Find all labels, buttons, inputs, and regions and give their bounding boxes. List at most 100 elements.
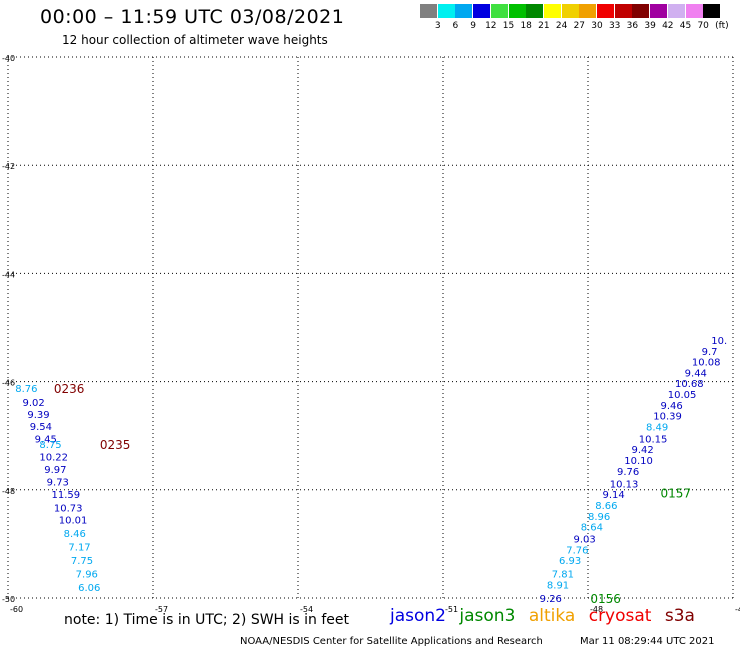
wave-height-value: 6.93 [559, 556, 581, 567]
satellite-legend: jason2 jason3 altika cryosat s3a [390, 606, 703, 626]
wave-height-value: 9.42 [632, 445, 654, 456]
colorbar-label: 45 [679, 21, 692, 31]
colorbar-label: 27 [573, 21, 586, 31]
colorbar-swatch [667, 4, 685, 18]
colorbar-swatch [579, 4, 597, 18]
lat-label: -44 [2, 270, 15, 279]
colorbar-swatch [490, 4, 508, 18]
wave-height-value: 8.66 [595, 501, 617, 512]
legend-cryosat: cryosat [588, 606, 652, 626]
wave-height-value: 10.39 [653, 412, 682, 423]
wave-height-value: 9.46 [661, 401, 683, 412]
colorbar-label: 39 [644, 21, 656, 31]
lat-label: -48 [2, 487, 15, 496]
wave-height-value: 10.01 [59, 516, 88, 527]
wave-height-value: 10.08 [692, 358, 721, 369]
wave-height-value: 9.7 [702, 347, 718, 358]
wave-height-value: 7.96 [76, 570, 98, 581]
footer-timestamp: Mar 11 08:29:44 UTC 2021 [580, 636, 715, 647]
wave-height-value: 7.17 [68, 543, 90, 554]
colorbar-swatch [543, 4, 561, 18]
wave-height-value: 10. [711, 336, 727, 347]
wave-height-value: 8.76 [15, 384, 37, 395]
legend-jason3: jason3 [459, 606, 516, 626]
wave-height-value: 10.10 [624, 456, 653, 467]
wave-height-value: 8.49 [646, 423, 668, 434]
wave-height-value: 9.45 [35, 434, 57, 445]
lon-label: -45 [735, 605, 740, 614]
wave-height-value: 8.64 [581, 523, 603, 534]
legend-jason2: jason2 [390, 606, 446, 626]
lon-label: -54 [300, 605, 313, 614]
pass-time-label: 0236 [54, 382, 85, 396]
lon-label: -60 [10, 605, 23, 614]
colorbar-label: 24 [555, 21, 568, 31]
colorbar-label: 12 [485, 21, 497, 31]
pass-time-label: 0156 [590, 592, 621, 606]
colorbar-swatch [508, 4, 526, 18]
colorbar-swatch [632, 4, 650, 18]
map-title: 00:00 – 11:59 UTC 03/08/2021 [40, 6, 345, 28]
map-subtitle: 12 hour collection of altimeter wave hei… [62, 33, 328, 47]
lon-label: -48 [590, 605, 603, 614]
colorbar-label: 33 [608, 21, 621, 31]
wave-height-value: 6.06 [78, 583, 100, 594]
colorbar-unit: (ft) [715, 21, 729, 31]
colorbar-label: 36 [626, 21, 639, 31]
colorbar-label: 9 [470, 21, 476, 31]
lat-label: -46 [2, 379, 15, 388]
colorbar-swatch [685, 4, 703, 18]
wave-height-value: 9.73 [47, 478, 69, 489]
wave-height-value: 9.26 [540, 594, 562, 605]
wave-height-value: 7.76 [566, 545, 588, 556]
colorbar-label: 3 [434, 21, 441, 31]
colorbar-label: 18 [520, 21, 532, 31]
units-note: note: 1) Time is in UTC; 2) SWH is in fe… [64, 612, 350, 628]
wave-height-value: 10.68 [675, 379, 704, 390]
colorbar-swatch [473, 4, 491, 18]
wave-height-value: 9.03 [574, 534, 596, 545]
wave-height-value: 8.46 [64, 529, 86, 540]
pass-time-label: 0157 [661, 487, 692, 501]
colorbar-label: 21 [538, 21, 550, 31]
wave-height-value: 9.54 [30, 422, 52, 433]
wave-height-value: 9.02 [23, 398, 45, 409]
wave-height-value: 8.75 [39, 440, 61, 451]
colorbar-swatch [526, 4, 544, 18]
lon-label: -51 [445, 605, 458, 614]
colorbar-label: 6 [452, 21, 459, 31]
wave-height-value: 10.13 [610, 479, 639, 490]
colorbar-label: 30 [591, 21, 603, 31]
colorbar-swatch [597, 4, 614, 18]
wave-height-value: 10.05 [668, 390, 697, 401]
colorbar-swatch [420, 4, 437, 18]
pass-time-label: 0235 [100, 438, 131, 452]
wave-height-value: 7.81 [552, 570, 574, 581]
wave-height-value: 10.15 [639, 434, 668, 445]
wave-height-value: 9.39 [27, 410, 49, 421]
lat-label: -40 [2, 54, 15, 63]
legend-altika: altika [528, 606, 576, 626]
colorbar-label: 15 [502, 21, 515, 31]
colorbar-swatch [650, 4, 668, 18]
wave-height-value: 9.44 [685, 368, 707, 379]
wave-height-value: 9.97 [44, 465, 66, 476]
footer-credit: NOAA/NESDIS Center for Satellite Applica… [240, 636, 543, 647]
wave-height-value: 9.76 [617, 467, 639, 478]
colorbar-label: 70 [697, 21, 709, 31]
lon-label: -57 [155, 605, 168, 614]
wave-height-value: 9.14 [603, 490, 625, 501]
wave-height-value: 8.96 [588, 512, 610, 523]
wave-height-value: 8.91 [547, 580, 569, 591]
colorbar-swatch [561, 4, 579, 18]
colorbar-label: 42 [662, 21, 674, 31]
legend-s3a: s3a [664, 606, 695, 626]
colorbar-swatch [455, 4, 473, 18]
lat-label: -50 [2, 595, 15, 604]
wave-height-value: 10.22 [39, 452, 68, 463]
colorbar-swatch [703, 4, 721, 18]
wave-height-value: 11.59 [52, 490, 81, 501]
colorbar-swatch [437, 4, 455, 18]
wave-height-value: 10.73 [54, 504, 83, 515]
